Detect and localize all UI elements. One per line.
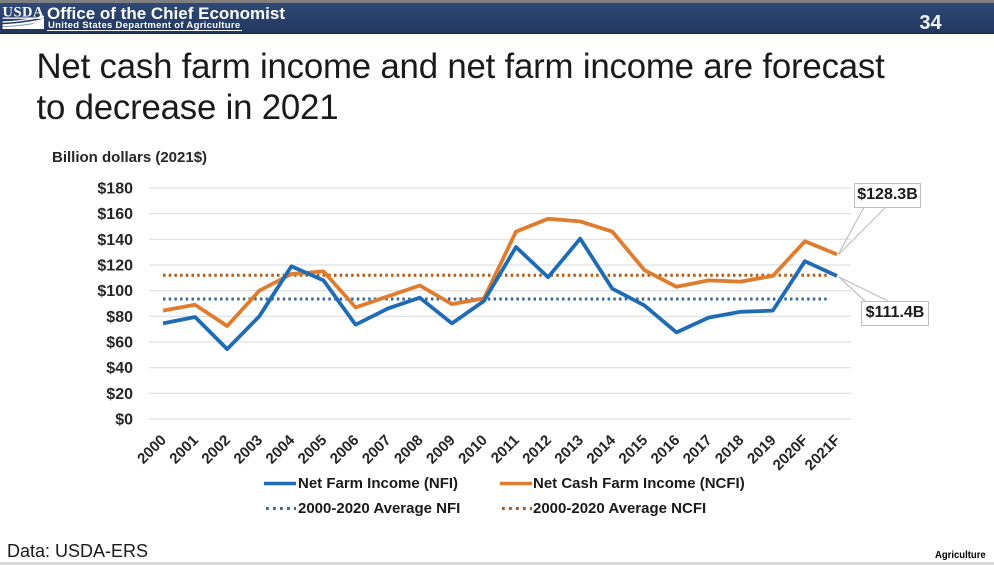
svg-text:2014: 2014 (584, 431, 620, 467)
svg-text:USDA: USDA (3, 4, 45, 20)
svg-text:2009: 2009 (423, 432, 459, 468)
svg-text:2010: 2010 (455, 432, 491, 468)
svg-text:2018: 2018 (712, 432, 748, 468)
svg-text:$0: $0 (115, 412, 133, 429)
svg-text:2000: 2000 (134, 432, 170, 468)
svg-text:2015: 2015 (616, 432, 652, 468)
svg-text:$60: $60 (106, 335, 133, 352)
svg-text:2020F: 2020F (770, 432, 812, 474)
svg-text:2013: 2013 (551, 432, 587, 468)
svg-text:$160: $160 (97, 206, 133, 223)
svg-text:2002: 2002 (198, 432, 234, 468)
svg-text:$20: $20 (106, 386, 133, 403)
svg-text:$120: $120 (97, 258, 133, 275)
svg-text:2005: 2005 (295, 432, 331, 468)
svg-text:$80: $80 (106, 309, 133, 326)
svg-text:$140: $140 (97, 232, 133, 249)
svg-text:$180: $180 (97, 181, 133, 198)
svg-text:$100: $100 (97, 283, 133, 300)
svg-text:2011: 2011 (488, 432, 523, 467)
svg-text:2008: 2008 (391, 432, 427, 468)
svg-text:2001: 2001 (166, 432, 202, 468)
svg-text:2007: 2007 (359, 432, 395, 468)
svg-text:2017: 2017 (680, 432, 716, 468)
svg-text:2012: 2012 (519, 432, 555, 468)
svg-text:$40: $40 (106, 360, 133, 377)
svg-text:2016: 2016 (648, 432, 684, 468)
svg-text:2006: 2006 (327, 432, 363, 468)
svg-text:2003: 2003 (231, 432, 267, 468)
svg-text:2021F: 2021F (802, 432, 844, 474)
svg-text:2004: 2004 (263, 431, 299, 467)
